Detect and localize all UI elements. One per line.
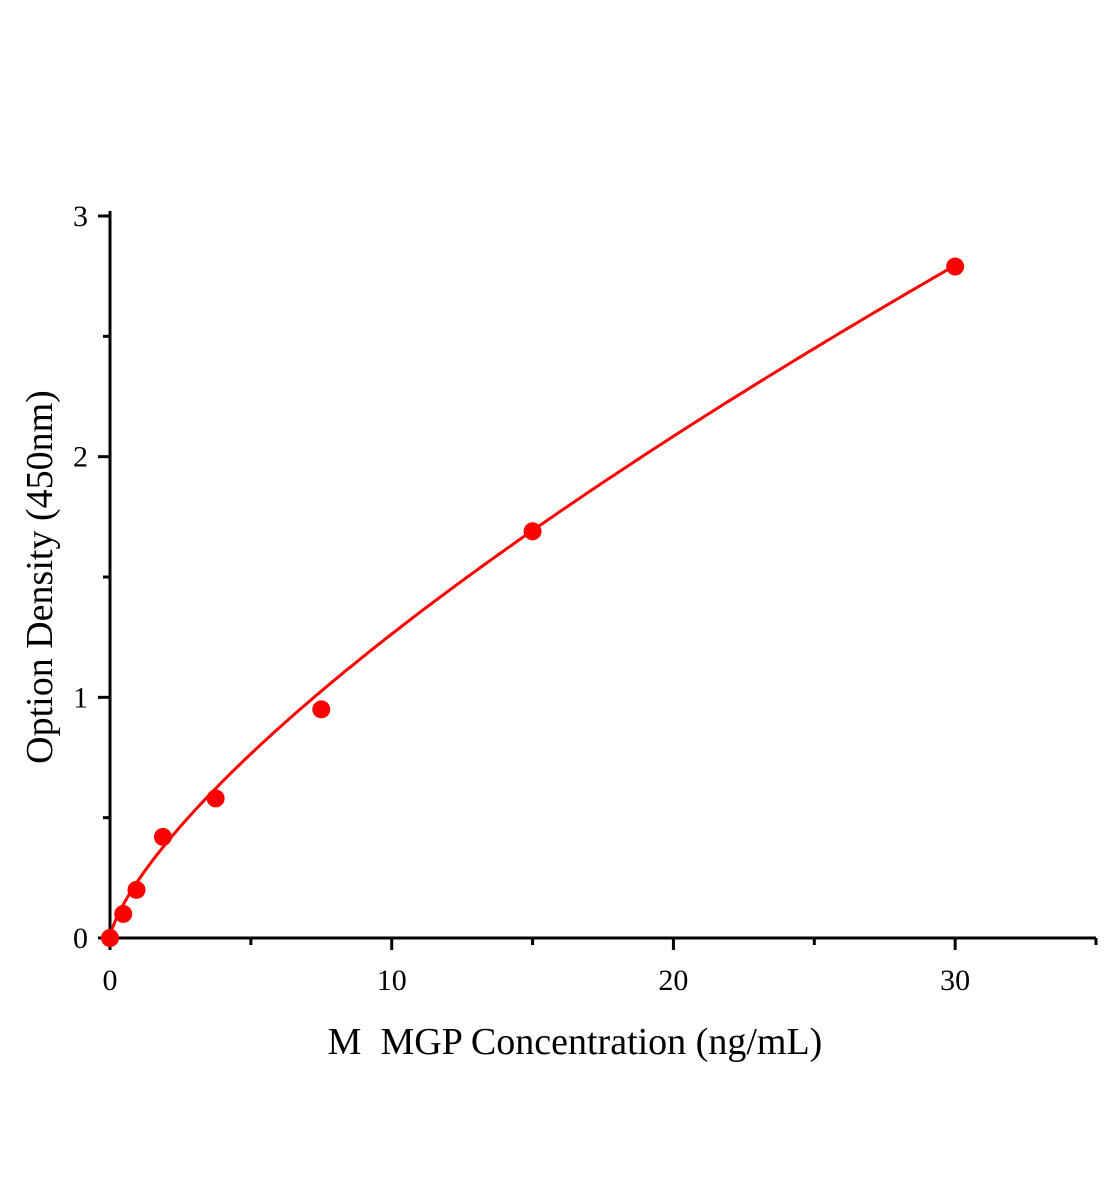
fit-curve-group	[108, 264, 956, 939]
y-axis-label: Option Density (450nm)	[19, 390, 61, 764]
x-tick-label: 20	[658, 964, 688, 997]
data-point	[114, 904, 133, 923]
data-point	[206, 789, 225, 808]
y-tick-label: 1	[73, 681, 88, 714]
x-axis-label: M MGP Concentration (ng/mL)	[328, 1021, 823, 1063]
data-point	[946, 257, 965, 276]
data-point	[101, 929, 119, 947]
data-point	[523, 522, 542, 541]
data-point	[312, 700, 331, 719]
data-point	[127, 880, 146, 899]
data-point	[153, 827, 172, 846]
x-tick-label: 30	[940, 964, 970, 997]
axes: 0 10 20 30 0 1 2 3	[73, 200, 1098, 997]
y-tick-label: 2	[73, 441, 88, 474]
fit-curve	[108, 264, 956, 939]
x-tick-label: 0	[103, 964, 118, 997]
y-tick-label: 3	[73, 200, 88, 233]
data-points	[101, 257, 965, 947]
x-tick-label: 10	[377, 964, 407, 997]
y-tick-label: 0	[73, 922, 88, 955]
